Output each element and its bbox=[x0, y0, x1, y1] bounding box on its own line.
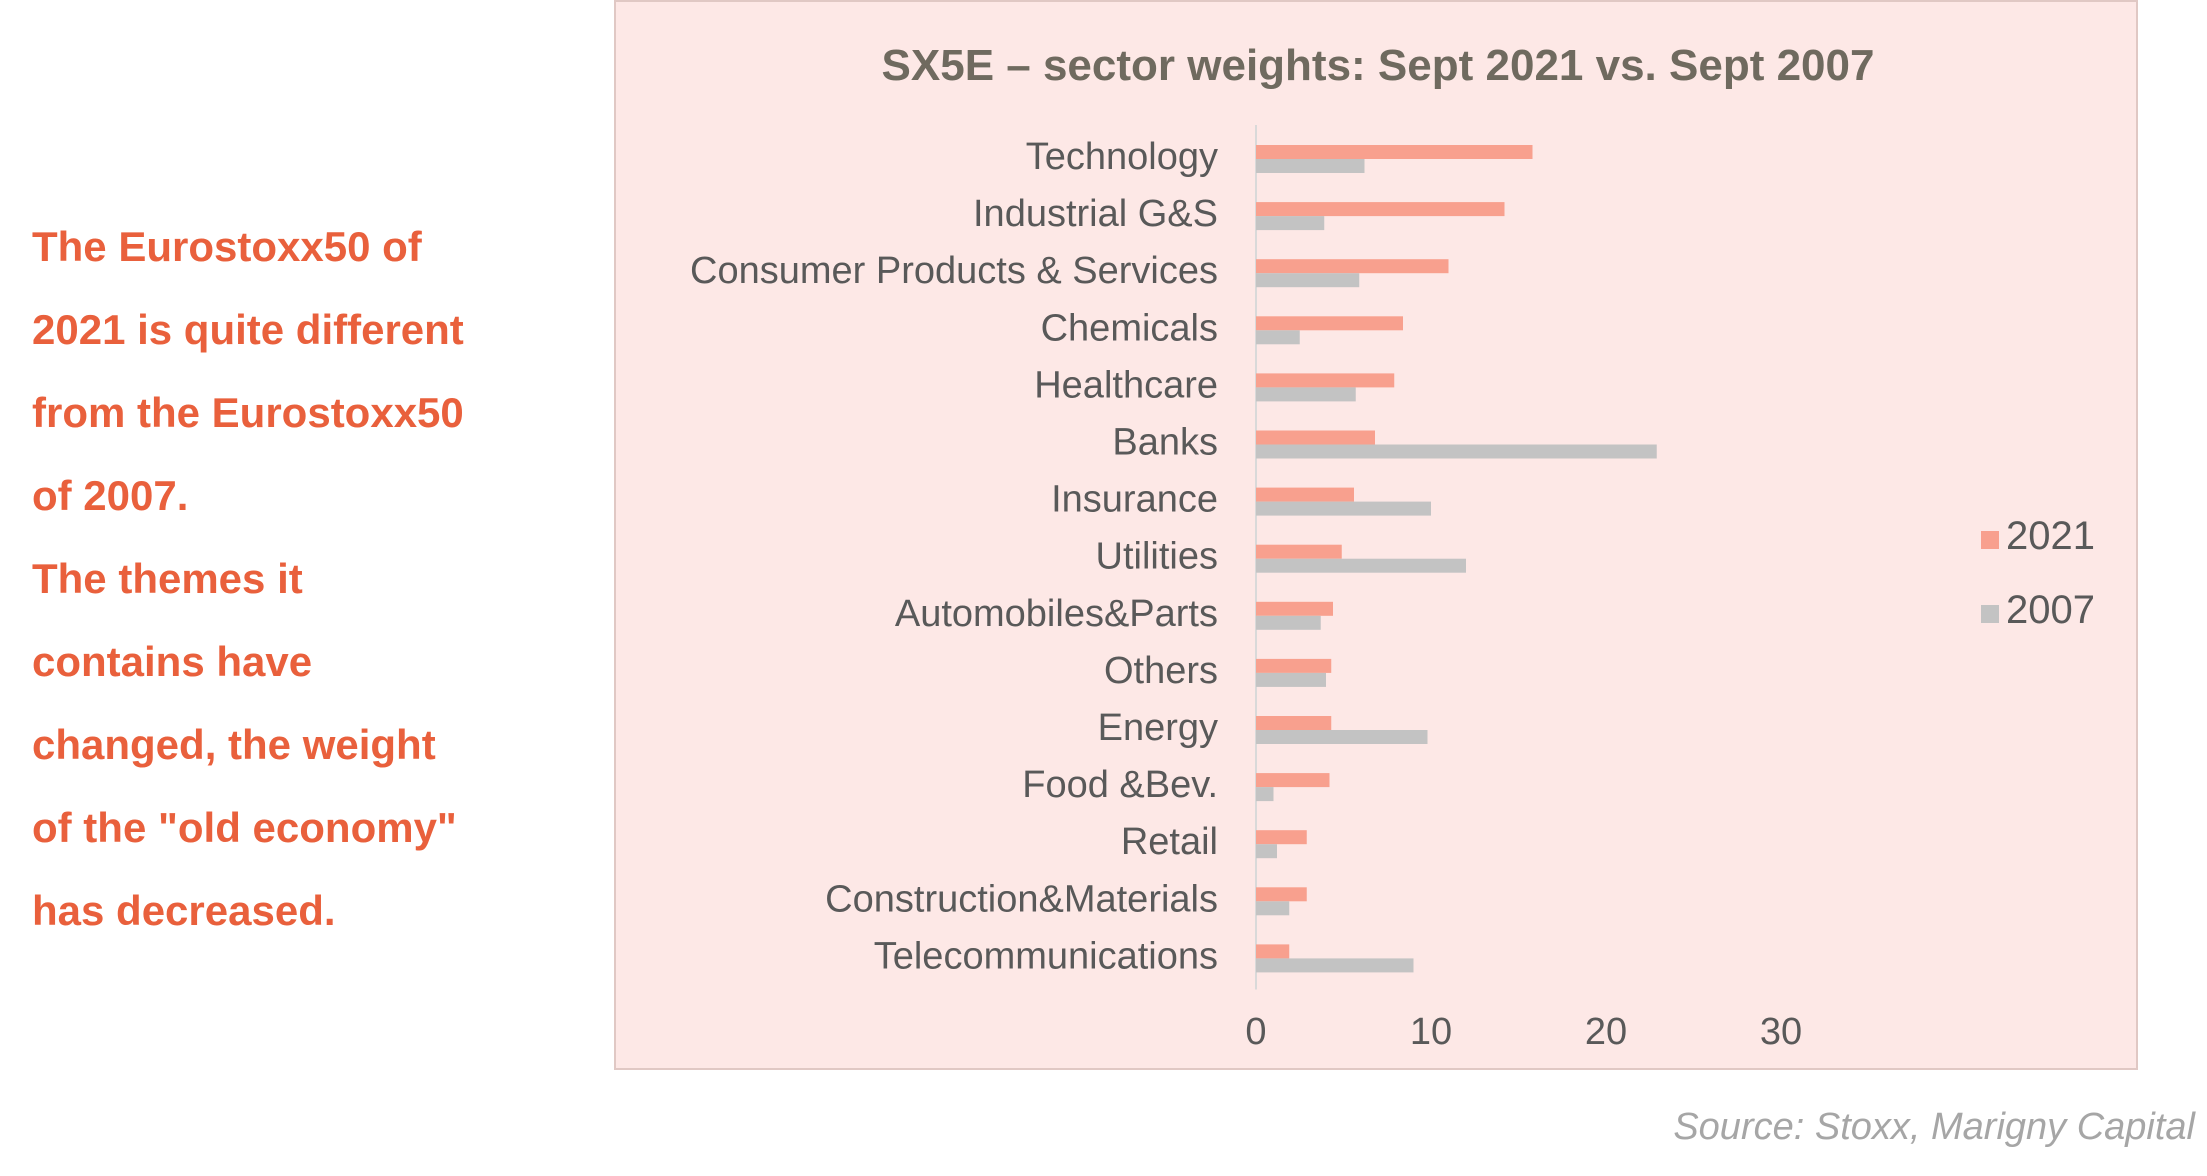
category-label: Insurance bbox=[1051, 479, 1218, 521]
bar-2021 bbox=[1256, 658, 1332, 673]
category-label: Utilities bbox=[1096, 536, 1218, 578]
category-labels: Technology Industrial G&S Consumer Product… bbox=[690, 136, 1218, 977]
bar-2007 bbox=[1256, 273, 1360, 288]
bar-2021 bbox=[1256, 202, 1505, 217]
chart-panel: SX5E – sector weights: Sept 2021 vs. Sep… bbox=[614, 0, 2138, 1070]
commentary-text: The Eurostoxx50 of 2021 is quite differe… bbox=[32, 205, 572, 952]
category-label: Consumer Products & Services bbox=[690, 250, 1218, 292]
x-tick-label: 30 bbox=[1760, 1011, 1802, 1053]
category-label: Food &Bev. bbox=[1022, 764, 1218, 806]
bar-2021 bbox=[1256, 601, 1333, 616]
category-label: Banks bbox=[1112, 422, 1218, 464]
sector-weights-chart: SX5E – sector weights: Sept 2021 vs. Sep… bbox=[690, 41, 2095, 1053]
commentary-line: contains have bbox=[32, 638, 313, 685]
legend-label-2021: 2021 bbox=[2006, 514, 2095, 558]
bar-2007 bbox=[1256, 387, 1356, 402]
category-label: Construction&Materials bbox=[825, 878, 1218, 920]
bar-2021 bbox=[1256, 259, 1449, 274]
bar-2007 bbox=[1256, 558, 1466, 573]
bar-2007 bbox=[1256, 615, 1321, 630]
legend-swatch-2007 bbox=[1981, 605, 1999, 623]
bar-2021 bbox=[1256, 145, 1533, 159]
legend-swatch-2021 bbox=[1981, 531, 1999, 549]
commentary-line: of 2007. bbox=[32, 472, 189, 519]
x-axis-ticks: 0 10 20 30 bbox=[1245, 1011, 1802, 1053]
bar-2007 bbox=[1256, 787, 1274, 802]
x-tick-label: 20 bbox=[1585, 1011, 1627, 1053]
bar-2021 bbox=[1256, 487, 1354, 502]
bar-2007 bbox=[1256, 330, 1300, 345]
bar-2007 bbox=[1256, 730, 1428, 744]
bar-2007 bbox=[1256, 501, 1431, 516]
bar-2007 bbox=[1256, 159, 1365, 173]
commentary-line: of the "old economy" bbox=[32, 804, 457, 851]
commentary-line: changed, the weight bbox=[32, 721, 436, 768]
chart-title: SX5E – sector weights: Sept 2021 vs. Sep… bbox=[882, 41, 1875, 90]
bar-2021 bbox=[1256, 430, 1375, 445]
bar-2021 bbox=[1256, 544, 1342, 559]
commentary-line: from the Eurostoxx50 bbox=[32, 389, 464, 436]
bar-2021 bbox=[1256, 373, 1395, 388]
bar-2021 bbox=[1256, 887, 1307, 902]
bar-2007 bbox=[1256, 216, 1325, 231]
x-tick-label: 0 bbox=[1245, 1011, 1266, 1053]
bar-2021 bbox=[1256, 316, 1403, 331]
bar-2021 bbox=[1256, 716, 1332, 730]
bars-layer bbox=[1255, 125, 1657, 990]
bar-2007 bbox=[1256, 844, 1277, 859]
bar-2021 bbox=[1256, 830, 1307, 845]
legend: 2021 2007 bbox=[1981, 514, 2095, 632]
commentary-line: The themes it bbox=[32, 555, 303, 602]
category-label: Retail bbox=[1121, 821, 1218, 863]
bar-2007 bbox=[1256, 444, 1657, 459]
category-label: Chemicals bbox=[1041, 307, 1218, 349]
bar-2021 bbox=[1256, 773, 1330, 788]
commentary-line: The Eurostoxx50 of bbox=[32, 223, 422, 270]
category-label: Industrial G&S bbox=[973, 193, 1218, 235]
bar-2007 bbox=[1256, 958, 1414, 973]
commentary-line: 2021 is quite different bbox=[32, 306, 464, 353]
legend-label-2007: 2007 bbox=[2006, 588, 2095, 632]
bar-2007 bbox=[1256, 901, 1290, 916]
commentary-line: has decreased. bbox=[32, 887, 336, 934]
category-label: Technology bbox=[1026, 136, 1218, 178]
category-label: Others bbox=[1104, 650, 1218, 692]
bar-2007 bbox=[1256, 672, 1326, 687]
category-label: Energy bbox=[1098, 707, 1218, 749]
category-label: Automobiles&Parts bbox=[895, 593, 1218, 635]
source-note: Source: Stoxx, Marigny Capital bbox=[1673, 1106, 2195, 1148]
category-label: Telecommunications bbox=[874, 935, 1218, 977]
bar-2021 bbox=[1256, 944, 1290, 959]
category-label: Healthcare bbox=[1034, 364, 1218, 406]
x-tick-label: 10 bbox=[1410, 1011, 1452, 1053]
